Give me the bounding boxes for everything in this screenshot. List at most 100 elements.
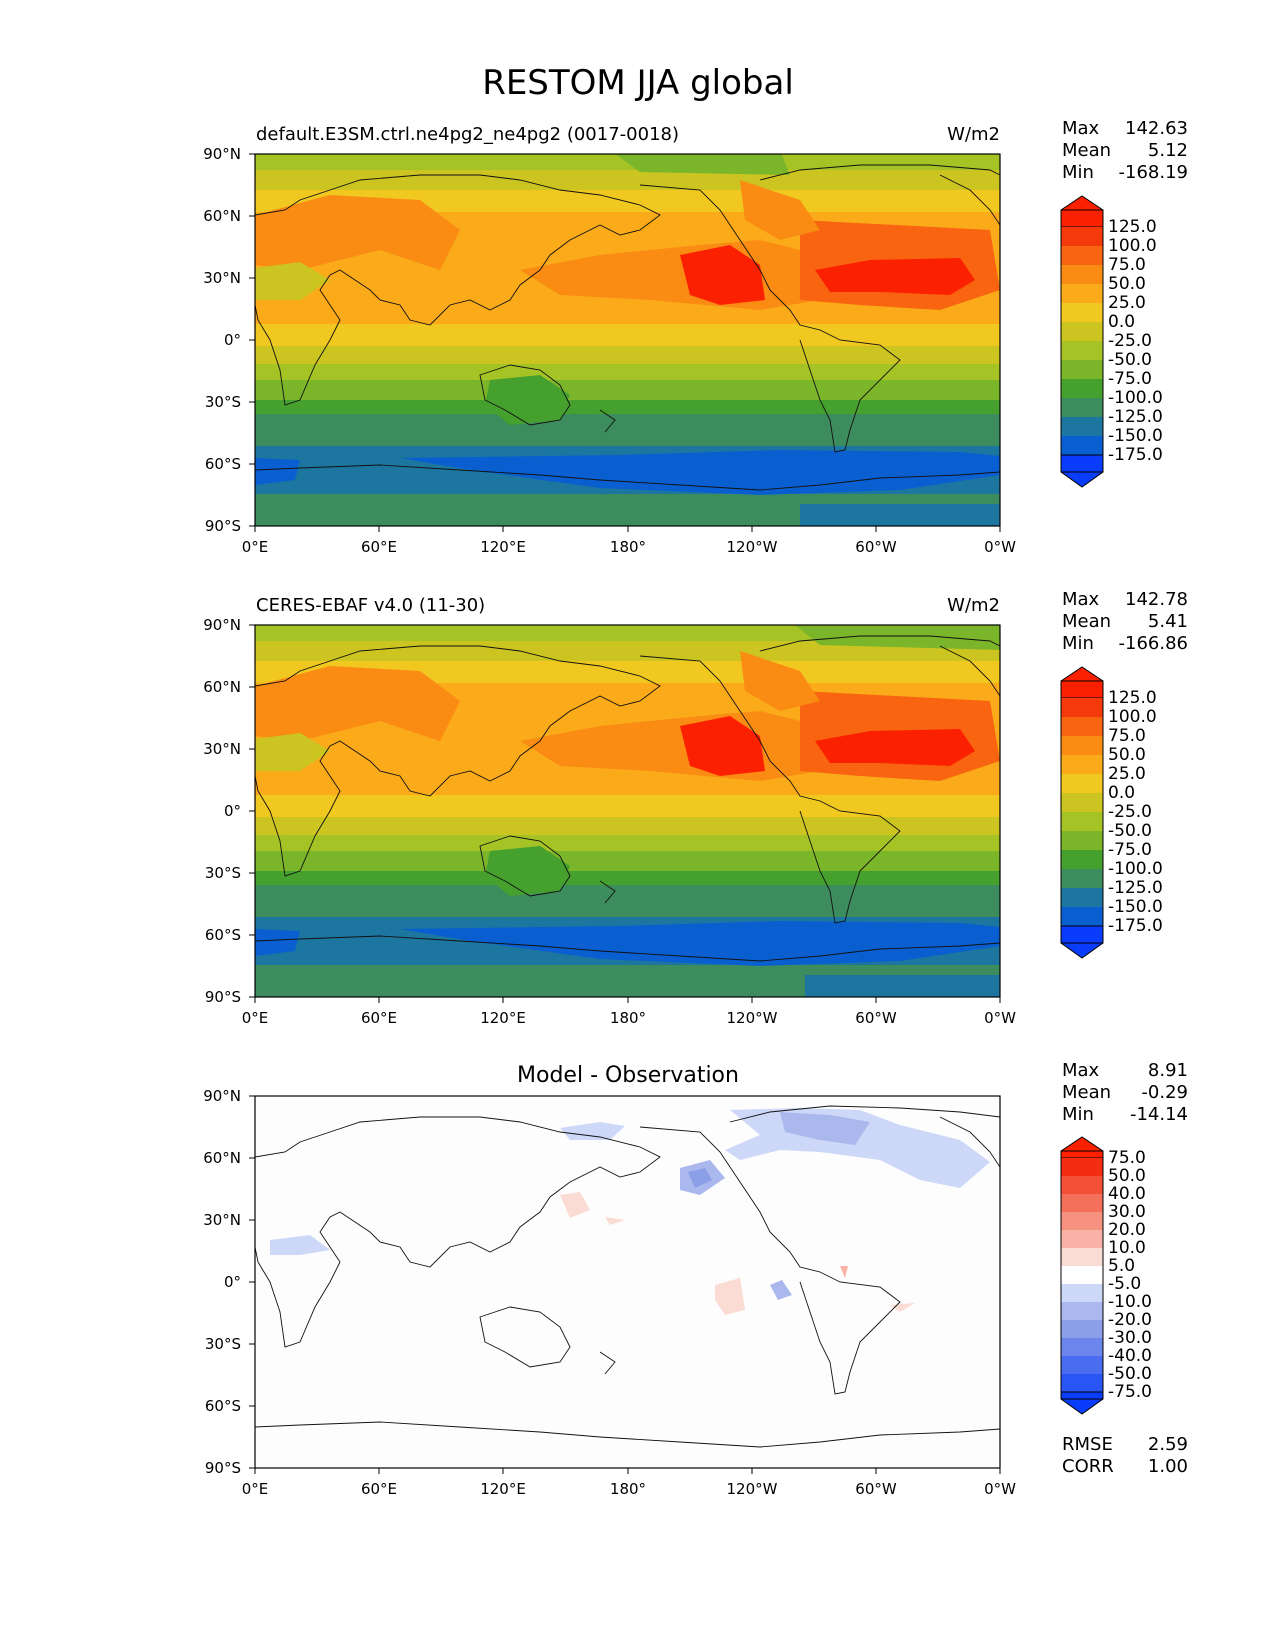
colorbar-label: -25.0 [1108,802,1152,822]
figure-title: RESTOM JJA global [482,63,794,103]
x-tick-label: 120°E [480,1480,526,1498]
y-tick-label: 60°S [205,455,241,473]
colorbar-label: 5.0 [1108,1256,1135,1276]
stat-label-max: Max [1062,1060,1100,1081]
y-tick-label: 0° [224,1273,241,1291]
colorbar-label: -25.0 [1108,331,1152,351]
stat-label-min: Min [1062,1104,1094,1125]
stat-value-mean: 5.12 [1148,140,1188,161]
panel-left-title: CERES-EBAF v4.0 (11-30) [256,595,485,616]
stat-label-max: Max [1062,589,1100,610]
colorbar-top-extend [1060,666,1104,699]
stat-value-max: 8.91 [1148,1060,1188,1081]
colorbar-label: -5.0 [1108,1274,1141,1294]
colorbar-label: -40.0 [1108,1346,1152,1366]
y-tick-label: 0° [224,331,241,349]
y-tick-label: 30°N [203,269,241,287]
error-stats-block: RMSE 2.59 CORR 1.00 [1062,1434,1188,1477]
y-tick-label: 0° [224,802,241,820]
colorbar-label: 100.0 [1108,707,1157,727]
x-tick-label: 0°E [242,1009,269,1027]
colorbar-label: 40.0 [1108,1184,1146,1204]
x-tick-label: 120°E [480,538,526,556]
colorbar: 125.0 100.0 75.0 50.0 25.0 0.0 -25.0 -50… [1060,195,1163,488]
x-tick-label: 0°E [242,538,269,556]
colorbar-label: 0.0 [1108,783,1135,803]
colorbar-label: -100.0 [1108,859,1163,879]
x-tick-label: 60°E [361,1480,397,1498]
colorbar-label: -50.0 [1108,1364,1152,1384]
colorbar-label: 20.0 [1108,1220,1146,1240]
x-tick-label: 180° [610,1480,646,1498]
y-tick-label: 90°S [205,517,241,535]
colorbar-label: 100.0 [1108,236,1157,256]
colorbar-label: -50.0 [1108,821,1152,841]
stats-block: Max 8.91 Mean -0.29 Min -14.14 [1062,1060,1188,1125]
colorbar-label: -75.0 [1108,840,1152,860]
x-tick-label: 180° [610,1009,646,1027]
x-tick-label: 60°W [855,1480,897,1498]
panel-left-title: default.E3SM.ctrl.ne4pg2_ne4pg2 (0017-00… [256,124,679,145]
x-tick-label: 120°E [480,1009,526,1027]
stat-value-mean: 5.41 [1148,611,1188,632]
x-tick-label: 60°W [855,538,897,556]
stat-value-min: -168.19 [1119,162,1188,183]
y-tick-label: 60°S [205,926,241,944]
x-axis: 0°E 60°E 120°E 180° 120°W 60°W 0°W [242,526,1016,556]
stat-value-max: 142.63 [1125,118,1188,139]
colorbar: 75.0 50.0 40.0 30.0 20.0 10.0 5.0 -5.0 -… [1060,1136,1152,1415]
stat-value-corr: 1.00 [1148,1456,1188,1477]
colorbar-label: 25.0 [1108,764,1146,784]
y-axis: 90°N 60°N 30°N 0° 30°S 60°S 90°S [203,145,255,535]
y-tick-label: 30°S [205,393,241,411]
x-tick-label: 0°W [984,1480,1016,1498]
x-tick-label: 120°W [727,1009,778,1027]
y-tick-label: 90°N [203,145,241,163]
stat-value-min: -14.14 [1130,1104,1188,1125]
stat-label-max: Max [1062,118,1100,139]
colorbar-label: -20.0 [1108,1310,1152,1330]
coastlines [255,635,1000,962]
stats-block: Max 142.63 Mean 5.12 Min -168.19 [1062,118,1188,183]
colorbar-label: -150.0 [1108,897,1163,917]
stat-label-mean: Mean [1062,611,1111,632]
x-axis: 0°E 60°E 120°E 180° 120°W 60°W 0°W [242,997,1016,1027]
y-tick-label: 60°N [203,1149,241,1167]
x-tick-label: 120°W [727,1480,778,1498]
panel-center-title: Model - Observation [517,1063,739,1088]
y-tick-label: 30°N [203,1211,241,1229]
stat-label-rmse: RMSE [1062,1434,1113,1455]
panel-difference: Model - Observation [203,1060,1188,1498]
colorbar-label: 30.0 [1108,1202,1146,1222]
colorbar-label: 75.0 [1108,1148,1146,1168]
colorbar-label: 50.0 [1108,745,1146,765]
stat-label-corr: CORR [1062,1456,1114,1477]
x-tick-label: 60°W [855,1009,897,1027]
y-tick-label: 90°N [203,616,241,634]
colorbar-top-extend [1060,1136,1104,1159]
panel-units: W/m2 [947,124,1000,145]
colorbar-label: 25.0 [1108,293,1146,313]
colorbar-label: -75.0 [1108,1382,1152,1402]
colorbar-label: 10.0 [1108,1238,1146,1258]
colorbar-label: 75.0 [1108,255,1146,275]
y-tick-label: 90°S [205,1459,241,1477]
stat-value-max: 142.78 [1125,589,1188,610]
y-tick-label: 60°N [203,678,241,696]
y-tick-label: 60°S [205,1397,241,1415]
colorbar-label: -175.0 [1108,445,1163,465]
y-axis: 90°N 60°N 30°N 0° 30°S 60°S 90°S [203,1087,255,1477]
colorbar-label: 125.0 [1108,217,1157,237]
y-tick-label: 90°S [205,988,241,1006]
colorbar-label: 75.0 [1108,726,1146,746]
colorbar-label: -125.0 [1108,878,1163,898]
colorbar-label: -50.0 [1108,350,1152,370]
colorbar-label: -10.0 [1108,1292,1152,1312]
y-tick-label: 30°S [205,864,241,882]
colorbar-label: 125.0 [1108,688,1157,708]
panel-observation: CERES-EBAF v4.0 (11-30) W/m2 [203,589,1188,1027]
stat-label-mean: Mean [1062,1082,1111,1103]
x-tick-label: 0°E [242,1480,269,1498]
stat-label-mean: Mean [1062,140,1111,161]
